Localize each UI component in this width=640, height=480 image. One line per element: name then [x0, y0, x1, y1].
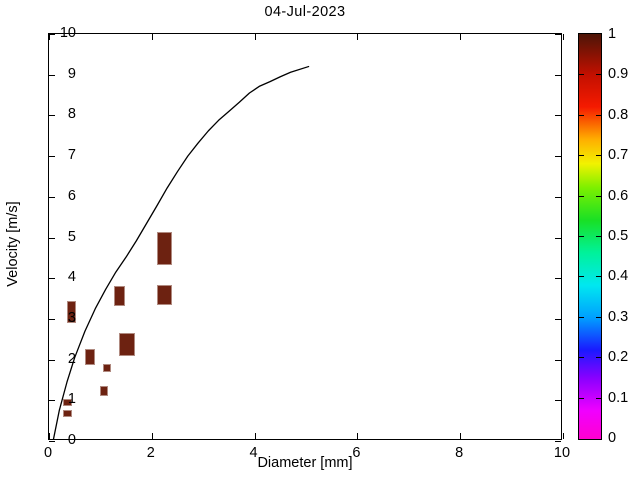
y-tick-label: 1: [67, 391, 76, 408]
y-tick: [555, 237, 561, 239]
y-tick-label: 5: [67, 228, 76, 245]
y-tick: [49, 278, 55, 280]
y-tick-label: 6: [67, 187, 76, 204]
y-tick: [49, 359, 55, 361]
y-tick: [555, 196, 561, 198]
colorbar-tick-label: 0.6: [608, 187, 629, 204]
x-tick: [563, 433, 564, 439]
colorbar-tick-label: 0.7: [608, 147, 629, 164]
colorbar-tick: [579, 114, 584, 116]
data-marker: [157, 231, 172, 266]
x-tick: [151, 433, 153, 439]
y-tick: [49, 34, 55, 35]
y-tick: [49, 318, 55, 320]
colorbar-gradient: [579, 34, 601, 439]
colorbar-tick: [579, 316, 584, 318]
y-axis-label: Velocity [m/s]: [5, 201, 21, 287]
data-marker: [63, 398, 72, 406]
plot-clip: [49, 34, 561, 439]
y-tick: [49, 237, 55, 239]
colorbar-tick: [596, 357, 601, 359]
plot-area: [48, 33, 564, 442]
colorbar-tick: [596, 236, 601, 237]
y-tick: [555, 318, 561, 320]
colorbar-tick-label: 0.3: [608, 308, 629, 325]
y-tick-label: 4: [67, 269, 76, 286]
chart-title: 04-Jul-2023: [264, 4, 346, 20]
y-tick: [555, 359, 561, 361]
x-tick: [563, 34, 564, 40]
data-marker: [113, 285, 126, 306]
colorbar-tick: [579, 397, 584, 399]
x-tick-label: 8: [455, 445, 464, 461]
x-tick: [254, 433, 256, 439]
velocity-curve: [52, 65, 310, 439]
x-tick: [460, 34, 462, 40]
x-tick: [357, 433, 359, 439]
data-marker: [66, 301, 77, 323]
x-tick: [151, 34, 153, 40]
x-tick: [49, 34, 50, 40]
colorbar-tick-label: 0.8: [608, 106, 629, 123]
colorbar-tick: [579, 236, 584, 237]
colorbar-tick: [596, 397, 601, 399]
x-tick-label: 6: [352, 445, 361, 461]
data-marker: [85, 349, 95, 366]
y-tick-label: 0: [67, 432, 76, 448]
y-tick-label: 3: [67, 309, 76, 326]
x-tick-label: 10: [553, 445, 571, 461]
colorbar-tick: [596, 316, 601, 318]
y-tick: [49, 441, 55, 442]
y-tick: [555, 156, 561, 158]
colorbar-tick: [579, 74, 584, 76]
y-tick: [49, 400, 55, 402]
y-tick: [555, 74, 561, 76]
colorbar-tick: [579, 357, 584, 359]
data-marker: [103, 364, 111, 373]
colorbar-tick: [579, 195, 584, 197]
colorbar-tick: [596, 114, 601, 116]
colorbar-tick: [596, 276, 601, 278]
colorbar-tick-label: 0.2: [608, 349, 629, 366]
y-tick-label: 7: [67, 147, 76, 164]
x-tick-label: 2: [146, 445, 155, 461]
y-tick: [555, 34, 561, 35]
y-tick: [49, 156, 55, 158]
colorbar-tick-label: 0.1: [608, 389, 629, 406]
y-tick: [555, 278, 561, 280]
colorbar-tick: [579, 155, 584, 157]
colorbar-tick-label: 0.4: [608, 268, 629, 285]
data-marker: [99, 386, 109, 397]
y-tick: [555, 115, 561, 117]
x-tick: [357, 34, 359, 40]
colorbar-tick: [596, 74, 601, 76]
y-tick: [49, 115, 55, 117]
x-tick-label: 4: [249, 445, 258, 461]
colorbar-tick: [596, 155, 601, 157]
colorbar-tick-label: 0: [608, 430, 617, 446]
y-tick: [49, 74, 55, 76]
x-tick-label: 0: [43, 445, 53, 461]
y-tick: [49, 196, 55, 198]
y-tick: [555, 441, 561, 442]
y-tick-label: 10: [59, 25, 76, 41]
colorbar-tick: [596, 195, 601, 197]
x-tick: [460, 433, 462, 439]
y-tick-label: 9: [67, 65, 76, 82]
colorbar-tick-label: 0.9: [608, 66, 629, 83]
colorbar-tick-label: 0.5: [608, 228, 629, 244]
x-tick: [254, 34, 256, 40]
y-tick-label: 8: [67, 106, 76, 123]
x-axis-label: Diameter [mm]: [257, 455, 353, 471]
x-tick: [49, 433, 50, 439]
y-tick: [555, 400, 561, 402]
colorbar-tick: [579, 276, 584, 278]
y-tick-label: 2: [67, 350, 76, 367]
colorbar-tick-label: 1: [608, 26, 617, 42]
data-marker: [157, 285, 172, 306]
data-marker: [63, 409, 72, 417]
data-marker: [119, 333, 135, 356]
colorbar: [578, 33, 602, 440]
